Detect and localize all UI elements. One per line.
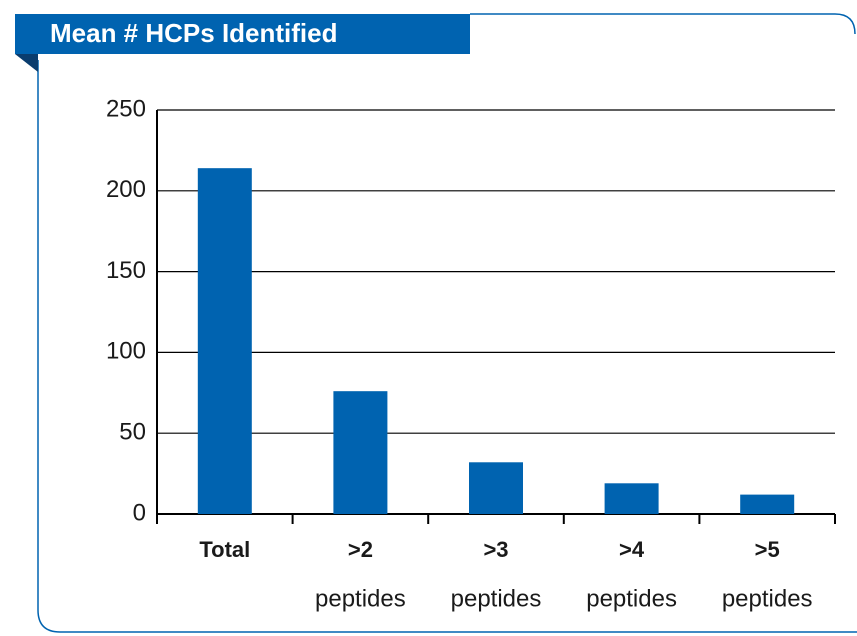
y-tick-label: 250 [106,95,146,122]
x-tick-label: peptides [586,585,677,612]
bar [333,391,388,514]
bar [469,462,523,514]
x-tick-label: >5 [755,537,780,562]
x-tick-label: peptides [315,585,406,612]
x-tick-label: Total [199,537,250,562]
chart-title: Mean # HCPs Identified [50,18,338,48]
y-tick-label: 100 [106,338,146,365]
bar [740,494,795,514]
bar [197,168,252,514]
y-tick-label: 50 [119,419,146,446]
bar [604,483,659,514]
y-tick-label: 0 [133,499,146,526]
x-tick-label: peptides [451,585,542,612]
x-tick-label: >4 [619,537,645,562]
x-tick-label: peptides [722,585,813,612]
tab-fold [15,54,38,72]
y-tick-label: 200 [106,176,146,203]
frame [37,13,857,633]
y-tick-label: 150 [106,257,146,284]
x-tick-label: >3 [483,537,508,562]
title-tab [15,14,470,54]
x-tick-label: >2 [348,537,373,562]
